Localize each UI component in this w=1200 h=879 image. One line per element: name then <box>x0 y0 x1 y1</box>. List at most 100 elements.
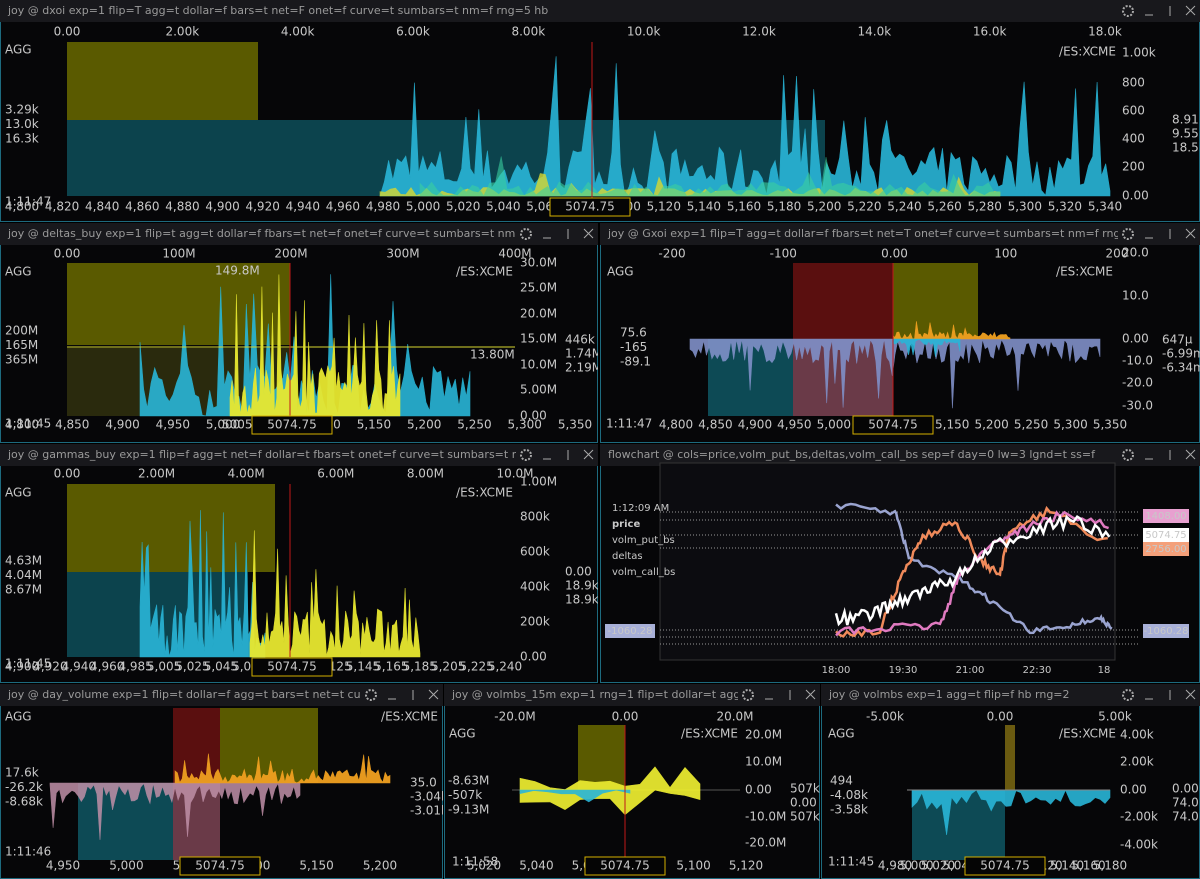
right-axis-label: 15.0M <box>520 332 557 346</box>
timestamp: 1:11:45 <box>828 855 874 869</box>
profile-area <box>519 789 701 816</box>
settings-button[interactable] <box>1122 228 1134 240</box>
right-axis-label: 600 <box>1122 104 1145 118</box>
bottom-axis-label: 4,800 <box>5 200 39 214</box>
title-bar <box>600 444 1200 466</box>
right-axis-label: -10.0M <box>745 810 786 824</box>
timestamp: 1:11:45 <box>5 417 51 431</box>
right-axis-label: 0.00 <box>1122 332 1149 346</box>
right-summary-value: 1.74M <box>565 347 602 361</box>
right-summary-value: 0.00 <box>565 565 592 579</box>
panel: joy @ deltas_buy exp=1 flip=t agg=t doll… <box>0 223 602 443</box>
bottom-axis-label: 5,300 <box>1008 200 1042 214</box>
bottom-axis-label: 5,200 <box>974 418 1008 432</box>
bottom-axis-label: 5,260 <box>927 200 961 214</box>
bottom-axis-label: 4,940 <box>62 660 96 674</box>
left-summary-value: -9.13M <box>448 803 489 817</box>
right-summary-value: 507k <box>790 782 820 796</box>
right-axis-label: 30.0M <box>520 256 557 270</box>
panel-title: joy @ day_volume exp=1 flip=t dollar=f a… <box>7 688 401 701</box>
bottom-axis-label: 4,950 <box>46 859 80 873</box>
top-axis-label: 0.00 <box>54 467 81 481</box>
aggregate-label: AGG <box>5 486 32 500</box>
legend-item: volm_put_bs <box>612 535 675 546</box>
right-axis-label: 600k <box>520 545 550 559</box>
right-axis-label: 5.00M <box>520 383 557 397</box>
close-button[interactable] <box>1185 228 1196 239</box>
settings-button[interactable] <box>742 689 754 701</box>
bottom-axis-label: 5,320 <box>1048 200 1082 214</box>
right-axis-label: 20.0 <box>1122 246 1149 260</box>
right-summary-value: 507k <box>790 810 820 824</box>
bottom-axis-label: 4,900 <box>738 418 772 432</box>
right-summary-value: 18.5 <box>1172 141 1199 155</box>
left-summary-value: 200M <box>5 324 38 338</box>
x-axis-label: 22:30 <box>1023 665 1052 676</box>
bottom-axis-label: 5,140 <box>1050 859 1084 873</box>
value-tag <box>1143 624 1189 638</box>
bottom-axis-label: 4,980 <box>878 859 912 873</box>
top-axis-label: 16.0k <box>973 25 1007 39</box>
title-bar <box>0 223 598 245</box>
x-axis-label: 18 <box>1098 665 1111 676</box>
settings-button[interactable] <box>365 689 377 701</box>
close-button[interactable] <box>805 689 816 700</box>
bottom-axis-label: 5,120 <box>647 200 681 214</box>
settings-button[interactable] <box>520 228 532 240</box>
title-icons-bg <box>1118 684 1200 706</box>
right-axis-label: 0.00 <box>520 650 547 664</box>
profile-area <box>519 789 631 803</box>
right-axis-label: 800 <box>1122 76 1145 90</box>
left-summary-value: 17.6k <box>5 766 39 780</box>
panel: joy @ gammas_buy exp=1 flip=f agg=t net=… <box>0 444 598 683</box>
top-axis-label: 18.0k <box>1088 25 1122 39</box>
settings-button[interactable] <box>1122 5 1134 17</box>
zone <box>893 263 978 339</box>
top-axis-label: 200M <box>274 247 307 261</box>
close-button[interactable] <box>1185 5 1196 16</box>
close-button[interactable] <box>428 689 439 700</box>
title-bar <box>0 684 443 706</box>
bottom-axis-label: 5,180 <box>767 200 801 214</box>
title-icons-bg <box>1118 444 1200 466</box>
left-summary-value: 13.0k <box>5 117 39 131</box>
profile-area <box>174 753 391 784</box>
settings-button[interactable] <box>1122 689 1134 701</box>
price-box <box>549 197 631 217</box>
right-axis-label: -20.0 <box>1122 376 1153 390</box>
price-label: 5074.75 <box>565 200 615 214</box>
bottom-axis-label: 4,840 <box>85 200 119 214</box>
right-summary-value: 2.19M <box>565 361 602 375</box>
settings-button[interactable] <box>520 449 532 461</box>
zone <box>67 484 275 572</box>
panel-title: joy @ Gxoi exp=1 flip=T agg=t dollar=f f… <box>607 227 1154 240</box>
bottom-axis-label: 5,150 <box>935 418 969 432</box>
aggregate-label: AGG <box>5 43 32 57</box>
left-summary-value: -4.08k <box>830 788 868 802</box>
close-button[interactable] <box>583 449 594 460</box>
title-bar <box>600 223 1200 245</box>
bottom-axis-label: 5,160 <box>1071 859 1105 873</box>
price-box <box>584 856 666 876</box>
settings-button[interactable] <box>1122 449 1134 461</box>
zone <box>578 725 625 790</box>
right-summary-value: 74.0 <box>1172 810 1199 824</box>
right-axis-label: -4.00k <box>1120 838 1158 852</box>
top-axis-label: 0.00 <box>612 710 639 724</box>
close-button[interactable] <box>1185 449 1196 460</box>
bottom-axis-label: 5,140 <box>687 200 721 214</box>
bottom-axis-label: 4,960 <box>326 200 360 214</box>
bottom-axis-label: 5,005 <box>147 660 181 674</box>
close-button[interactable] <box>583 228 594 239</box>
legend-item: price <box>612 519 640 530</box>
value-tag-label: 1408.00 <box>1145 511 1186 522</box>
bottom-axis-label: 5,100 <box>676 859 710 873</box>
close-button[interactable] <box>1185 689 1196 700</box>
exchange-label: /ES:XCME <box>381 710 438 724</box>
bottom-axis-label: 5,000 <box>899 859 933 873</box>
bottom-axis-label: 5,040 <box>486 200 520 214</box>
bottom-axis-label: 5,220 <box>847 200 881 214</box>
left-summary-value: 8.67M <box>5 583 42 597</box>
panel-title: joy @ deltas_buy exp=1 flip=t agg=t doll… <box>7 227 584 240</box>
title-icons-bg <box>738 684 820 706</box>
